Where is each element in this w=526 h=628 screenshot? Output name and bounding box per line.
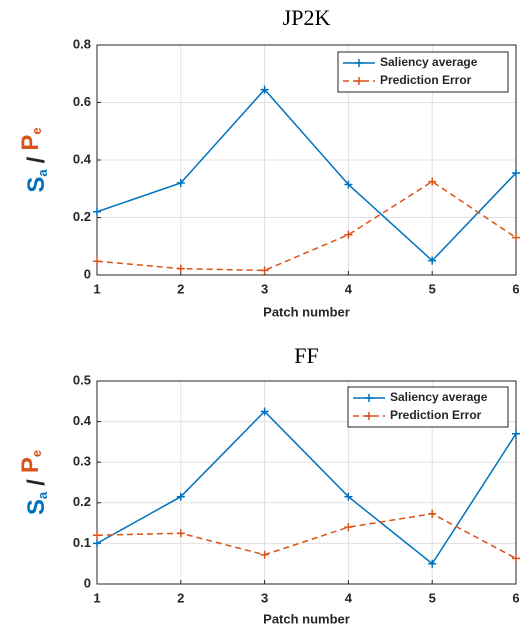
legend-label: Saliency average [380, 55, 478, 69]
point-marker [512, 554, 520, 563]
legend-marker [355, 59, 363, 67]
chart-title: FF [294, 343, 318, 368]
y-tick-label: 0.2 [73, 209, 91, 224]
point-marker [344, 523, 353, 532]
y-tick-label: 0.1 [73, 535, 91, 550]
x-tick-label: 1 [93, 281, 100, 296]
y-axis-label: Sa / Pe [17, 127, 50, 192]
x-tick-label: 3 [261, 590, 268, 605]
point-marker [428, 509, 437, 518]
y-tick-label: 0.6 [73, 94, 91, 109]
x-tick-label: 6 [512, 590, 519, 605]
point-marker [428, 256, 437, 265]
point-marker [512, 168, 520, 177]
y-tick-label: 0.3 [73, 454, 91, 469]
point-marker [512, 233, 520, 242]
point-marker [93, 257, 101, 266]
point-marker [260, 85, 269, 94]
point-marker [344, 230, 353, 239]
y-label-part: P [17, 457, 44, 473]
x-tick-label: 4 [345, 590, 353, 605]
x-axis-label: Patch number [263, 611, 350, 626]
y-tick-label: 0.4 [73, 151, 92, 166]
axes-box [96, 44, 517, 276]
y-tick-label: 0.2 [73, 494, 91, 509]
y-axis-label: Sa / Pe [17, 450, 50, 515]
x-tick-label: 6 [512, 281, 519, 296]
y-label-part: e [29, 450, 44, 457]
x-tick-label: 5 [429, 281, 436, 296]
legend-box [337, 51, 509, 93]
legend-box [347, 386, 509, 428]
legend-marker [355, 77, 363, 85]
x-tick-label: 1 [93, 590, 100, 605]
y-label-part: a [35, 491, 50, 499]
y-label-part: a [35, 169, 50, 177]
series-line [96, 512, 517, 560]
chart-title: JP2K [283, 5, 331, 30]
legend-label: Saliency average [390, 390, 488, 404]
y-tick-label: 0.4 [73, 413, 92, 428]
x-tick-label: 2 [177, 281, 184, 296]
point-marker [176, 179, 185, 187]
point-marker [93, 207, 101, 216]
x-tick-label: 2 [177, 590, 184, 605]
point-marker [260, 266, 269, 275]
point-marker [344, 180, 353, 189]
point-marker [260, 407, 269, 416]
y-tick-label: 0 [84, 266, 91, 281]
point-marker [176, 492, 185, 501]
point-marker [93, 531, 101, 540]
point-marker [93, 539, 101, 548]
y-tick-label: 0.5 [73, 372, 91, 387]
legend-label: Prediction Error [380, 73, 472, 87]
point-marker [344, 492, 353, 501]
y-label-part: / [23, 479, 50, 486]
point-marker [176, 529, 185, 538]
series-line [96, 180, 517, 272]
point-marker [260, 550, 269, 559]
y-tick-label: 0 [84, 575, 91, 590]
x-tick-label: 4 [345, 281, 353, 296]
y-label-part: P [17, 135, 44, 151]
point-marker [512, 429, 520, 438]
y-label-part: S [23, 177, 50, 193]
y-tick-label: 0.8 [73, 36, 91, 51]
y-label-part: S [23, 499, 50, 515]
y-label-part: / [23, 156, 50, 163]
y-label-part: e [29, 127, 44, 134]
x-axis-label: Patch number [263, 304, 350, 319]
x-tick-label: 5 [429, 590, 436, 605]
series-line [96, 410, 517, 565]
legend-marker [365, 412, 373, 420]
series-line [96, 88, 517, 262]
point-marker [176, 264, 185, 273]
x-tick-label: 3 [261, 281, 268, 296]
legend-label: Prediction Error [390, 408, 482, 422]
point-marker [428, 177, 437, 186]
point-marker [428, 559, 437, 568]
legend-marker [365, 394, 373, 402]
axes-box [96, 380, 517, 585]
